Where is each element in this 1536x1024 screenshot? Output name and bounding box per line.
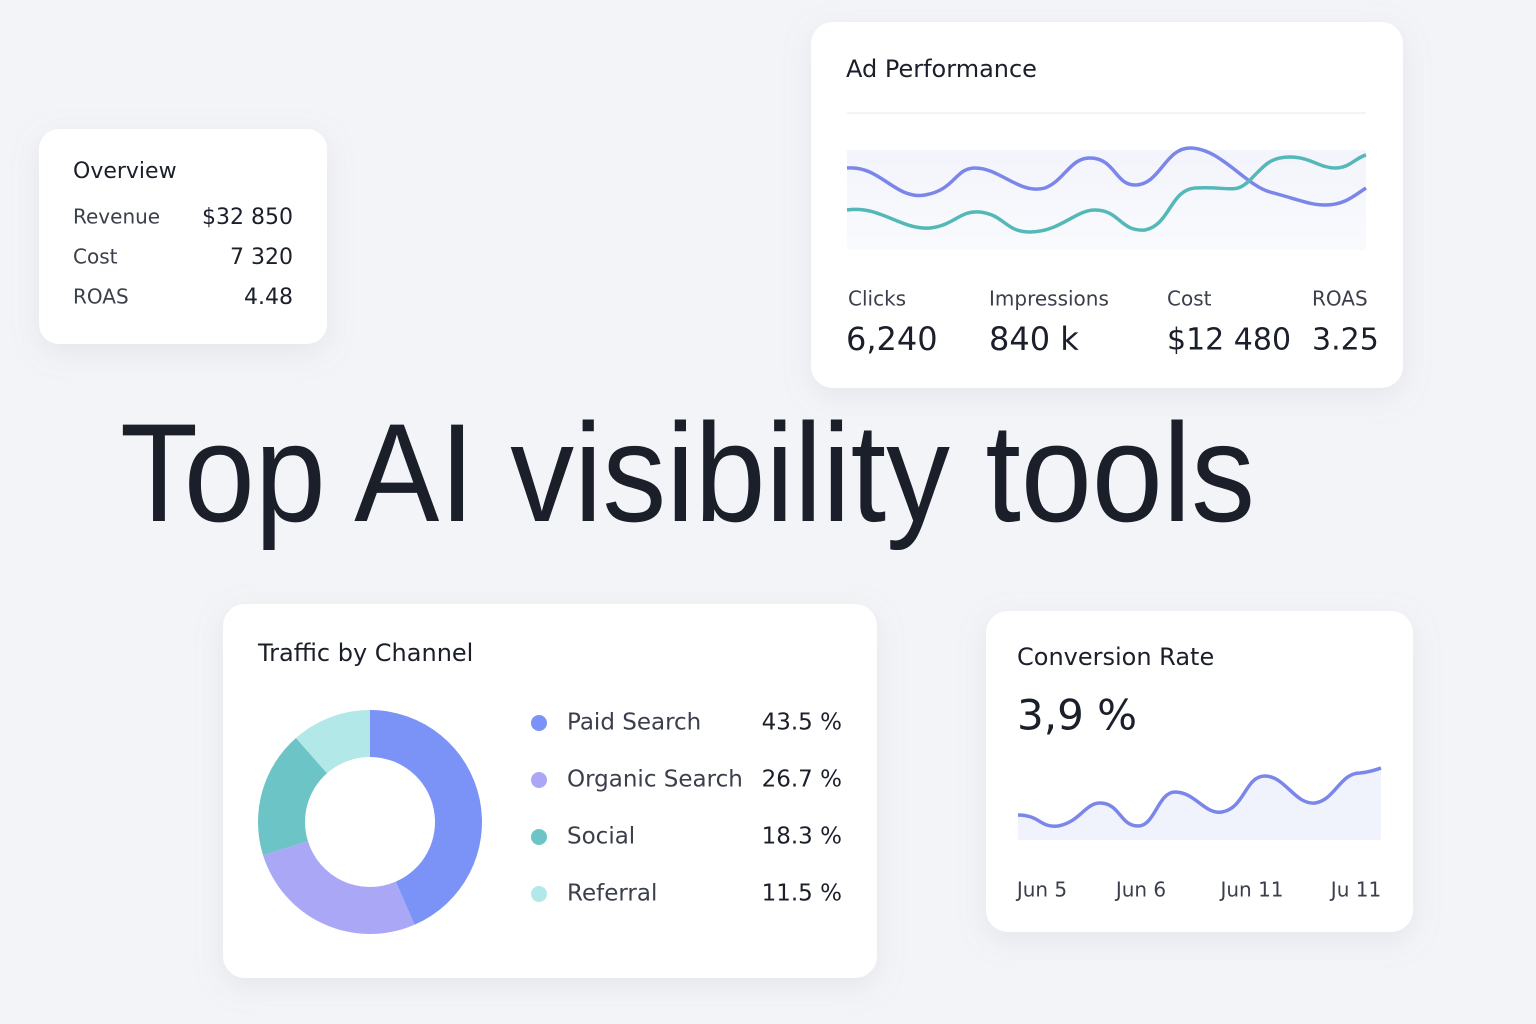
legend-value: 43.5 % — [762, 710, 842, 736]
donut-segment — [370, 710, 483, 925]
row-value: $32 850 — [202, 205, 293, 230]
row-label: Cost — [73, 245, 118, 269]
stat-label: ROAS — [1312, 287, 1368, 311]
chart-area — [847, 150, 1366, 250]
stat-label: Impressions — [989, 287, 1109, 311]
legend-value: 18.3 % — [762, 824, 842, 850]
conversion-card — [986, 611, 1413, 932]
legend-dot — [531, 886, 547, 902]
stat-value: 6,240 — [846, 320, 938, 358]
conversion-value: 3,9 % — [1017, 691, 1137, 740]
legend-value: 11.5 % — [762, 881, 842, 907]
row-value: 4.48 — [244, 285, 293, 310]
legend-dot — [531, 772, 547, 788]
legend-label: Social — [567, 824, 635, 850]
row-label: Revenue — [73, 205, 160, 229]
ad-title: Ad Performance — [846, 55, 1037, 83]
overview-card — [39, 129, 327, 344]
legend-label: Organic Search — [567, 767, 743, 793]
x-tick-label: Jun 11 — [1218, 878, 1283, 902]
stat-value: $12 480 — [1167, 323, 1291, 358]
stat-label: Clicks — [848, 287, 906, 311]
conversion-title: Conversion Rate — [1017, 643, 1214, 671]
legend: Paid Search 43.5 % Organic Search 26.7 % Soc… — [531, 710, 842, 907]
line-series — [846, 153, 1367, 234]
line-series — [1017, 766, 1382, 828]
headline: Top AI visibility tools — [120, 394, 1255, 551]
x-tick-label: Jun 5 — [1015, 878, 1067, 902]
stat-value: 840 k — [989, 320, 1079, 358]
donut-segment — [295, 710, 370, 774]
legend-dot — [531, 829, 547, 845]
overview-title: Overview — [73, 159, 177, 184]
line-series — [846, 146, 1367, 207]
traffic-card — [223, 604, 877, 978]
traffic-title: Traffic by Channel — [257, 639, 473, 667]
donut-segment — [258, 737, 328, 856]
legend-label: Paid Search — [567, 710, 701, 736]
row-label: ROAS — [73, 285, 129, 309]
row-value: 7 320 — [230, 245, 293, 270]
donut-segment — [263, 841, 415, 935]
stat-value: 3.25 — [1312, 323, 1379, 358]
x-tick-label: Ju 11 — [1329, 878, 1381, 902]
stat-label: Cost — [1167, 287, 1212, 311]
legend-label: Referral — [567, 881, 657, 907]
donut — [258, 710, 483, 935]
x-tick-label: Jun 6 — [1114, 878, 1166, 902]
legend-value: 26.7 % — [762, 767, 842, 793]
legend-dot — [531, 715, 547, 731]
